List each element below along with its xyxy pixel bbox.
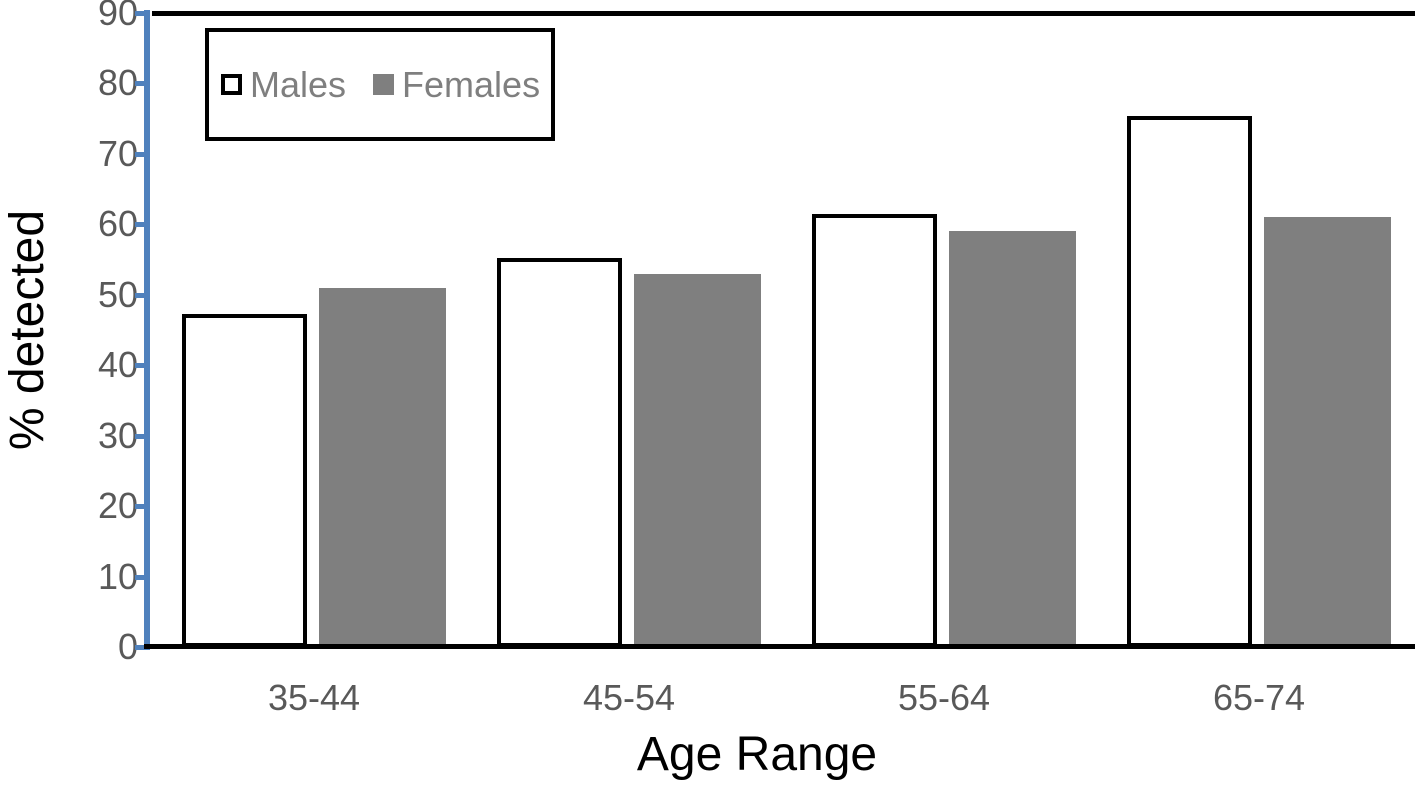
y-tick-label: 50 — [97, 273, 138, 315]
y-axis-tick — [135, 292, 144, 298]
bar-females-45-54 — [634, 274, 761, 647]
y-axis-line — [144, 10, 150, 650]
y-tick-label: 10 — [97, 555, 138, 597]
legend-swatch-males-icon — [221, 74, 242, 95]
legend-swatch-females-icon — [373, 74, 395, 95]
bar-females-55-64 — [949, 231, 1076, 647]
y-axis-tick — [135, 574, 144, 580]
y-tick-label: 20 — [97, 485, 138, 527]
y-axis-tick — [135, 81, 144, 87]
y-axis-tick — [135, 222, 144, 228]
y-axis-tick — [135, 504, 144, 510]
plot-area — [135, 10, 1415, 650]
y-axis-tick — [135, 363, 144, 369]
y-axis-tick — [135, 151, 144, 157]
x-tick-label: 65-74 — [1212, 677, 1306, 718]
legend: Males Females — [205, 28, 555, 141]
bar-males-55-64 — [812, 214, 937, 647]
y-axis-tick — [135, 433, 144, 439]
bar-females-35-44 — [319, 288, 446, 647]
y-tick-label: 40 — [97, 344, 138, 386]
x-tick-label: 45-54 — [582, 677, 676, 718]
x-tick-label: 35-44 — [267, 677, 361, 718]
y-axis-tick — [135, 645, 144, 650]
bar-males-45-54 — [497, 258, 622, 647]
y-tick-label: 30 — [97, 414, 138, 456]
y-tick-label: 60 — [97, 203, 138, 245]
legend-label-females: Females — [402, 63, 541, 105]
y-tick-label: 0 — [117, 626, 138, 667]
plot-top-border — [152, 11, 1415, 16]
legend-label-males: Males — [250, 63, 347, 105]
bar-females-65-74 — [1264, 217, 1391, 647]
y-tick-label: 90 — [97, 0, 138, 33]
x-axis-title: Age Range — [636, 728, 878, 781]
bar-males-35-44 — [182, 314, 307, 647]
x-axis-line — [144, 644, 1415, 649]
y-tick-label: 70 — [97, 132, 138, 174]
x-tick-label: 55-64 — [897, 677, 991, 718]
bar-males-65-74 — [1127, 116, 1252, 647]
y-tick-label: 80 — [97, 62, 138, 104]
y-axis-tick — [135, 11, 144, 16]
